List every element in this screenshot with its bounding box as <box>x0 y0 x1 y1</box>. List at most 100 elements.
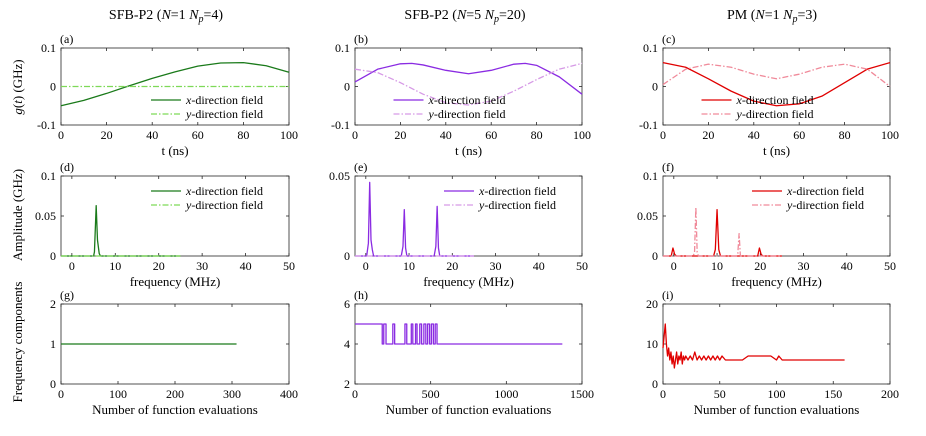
y-tick-label: 0.1 <box>643 169 658 183</box>
x-tick-label: 20 <box>446 259 458 273</box>
x-tick-label: 1000 <box>494 387 518 401</box>
y-tick-label: 6 <box>344 297 350 311</box>
legend-label: x-direction field <box>786 184 864 198</box>
legend-label: y-direction field <box>185 198 263 212</box>
x-tick-label: 40 <box>841 259 853 273</box>
y-tick-label: 0.1 <box>41 169 56 183</box>
series-line-1 <box>61 204 181 257</box>
y-tick-label: 0.05 <box>637 209 658 223</box>
x-tick-label: 0 <box>58 128 64 142</box>
series-line-2 <box>662 63 891 88</box>
y-tick-label: 0 <box>652 377 658 391</box>
x-tick-label: 40 <box>748 128 760 142</box>
panel-label: (c) <box>662 32 675 46</box>
y-tick-label: -0.1 <box>331 118 350 132</box>
x-axis-label: t (ns) <box>763 143 790 158</box>
panel-label: (i) <box>662 288 673 302</box>
x-tick-label: 30 <box>490 259 502 273</box>
legend-label: x-direction field <box>736 93 814 107</box>
panel-label: (f) <box>662 160 674 174</box>
panel-h: 0 500 1000 1500 2 4 6 Number of function evalua… <box>344 288 594 417</box>
x-tick-label: 1500 <box>570 387 594 401</box>
x-tick-label: 50 <box>576 259 588 273</box>
y-tick-label: 0 <box>652 80 658 94</box>
axes-box <box>662 303 891 385</box>
panel-g: 0 100 200 300 400 0 1 2 Number of function evalu… <box>50 288 298 417</box>
panel-c: 0 20 40 60 80 100-0.100.1t (ns)(c)x-direction… <box>639 32 899 158</box>
y-tick-label: -0.1 <box>37 118 56 132</box>
x-tick-label: 80 <box>531 128 543 142</box>
y-tick-label: 0.05 <box>329 169 350 183</box>
x-tick-label: 10 <box>403 259 415 273</box>
column-title-2: SFB-P2 (N=5 Np=20) <box>404 8 526 25</box>
panel-b: 0 20 40 60 80 100-0.100.1t (ns)(b)x-direction… <box>331 32 591 158</box>
y-tick-label: 2 <box>344 377 350 391</box>
x-tick-label: 0 <box>69 259 75 273</box>
x-tick-label: 0 <box>671 259 677 273</box>
x-tick-label: 100 <box>280 128 298 142</box>
x-tick-label: 80 <box>839 128 851 142</box>
panel-a: 0 20 40 60 80 100-0.100.1t (ns)(a)x-direction… <box>37 32 298 158</box>
y-tick-label: 1 <box>50 337 56 351</box>
x-axis-label: frequency (MHz) <box>731 274 822 289</box>
x-tick-label: 20 <box>153 259 165 273</box>
x-tick-label: 500 <box>422 387 440 401</box>
x-tick-label: 20 <box>101 128 113 142</box>
x-tick-label: 150 <box>824 387 842 401</box>
legend-label: y-direction field <box>786 198 864 212</box>
x-tick-label: 100 <box>109 387 127 401</box>
x-tick-label: 0 <box>363 259 369 273</box>
y-tick-label: 20 <box>646 297 658 311</box>
x-tick-label: 80 <box>237 128 249 142</box>
x-tick-label: 40 <box>533 259 545 273</box>
panel-label: (g) <box>60 288 74 302</box>
series-line-1 <box>662 61 891 107</box>
panel-i: 0 50 100 150 200 0 10 20 Number of function eval… <box>646 288 899 417</box>
series-line-2 <box>354 62 583 106</box>
x-tick-label: 40 <box>440 128 452 142</box>
x-tick-label: 200 <box>881 387 899 401</box>
series-line-2 <box>663 206 782 257</box>
panel-label: (a) <box>60 32 73 46</box>
x-tick-label: 10 <box>711 259 723 273</box>
x-tick-label: 20 <box>702 128 714 142</box>
column-title-3: PM (N=1 Np=3) <box>727 8 817 25</box>
x-tick-label: 100 <box>573 128 591 142</box>
x-tick-label: 0 <box>58 387 64 401</box>
panel-label: (e) <box>354 160 367 174</box>
x-tick-label: 30 <box>798 259 810 273</box>
x-tick-label: 50 <box>283 259 295 273</box>
x-axis-label: t (ns) <box>161 143 188 158</box>
series-line-1 <box>355 181 474 257</box>
y-tick-label: 0 <box>50 377 56 391</box>
x-tick-label: 60 <box>485 128 497 142</box>
y-tick-label: -0.1 <box>639 118 658 132</box>
y-tick-label: 0.05 <box>35 209 56 223</box>
x-tick-label: 0 <box>352 387 358 401</box>
x-tick-label: 0 <box>660 128 666 142</box>
x-tick-label: 20 <box>754 259 766 273</box>
legend-label: y-direction field <box>736 107 814 121</box>
x-tick-label: 10 <box>109 259 121 273</box>
legend-label: x-direction field <box>185 184 263 198</box>
x-axis-label: t (ns) <box>455 143 482 158</box>
x-tick-label: 40 <box>146 128 158 142</box>
x-tick-label: 300 <box>223 387 241 401</box>
y-tick-label: 0 <box>344 80 350 94</box>
x-tick-label: 60 <box>793 128 805 142</box>
column-title-1: SFB-P2 (N=1 Np=4) <box>109 8 224 25</box>
legend-label: y-direction field <box>185 107 263 121</box>
x-tick-label: 60 <box>192 128 204 142</box>
legend-label: x-direction field <box>185 93 263 107</box>
y-tick-label: 0 <box>652 249 658 263</box>
y-label-row1: g(t) (GHz) <box>10 59 25 114</box>
x-tick-label: 200 <box>166 387 184 401</box>
panel-d: 0 10 20 30 40 50 0 0.05 0.1 frequency (MHz) (d) x-d… <box>35 160 295 289</box>
x-tick-label: 50 <box>884 259 896 273</box>
x-axis-label: Number of function evaluations <box>92 402 258 417</box>
y-tick-label: 0.1 <box>643 41 658 55</box>
y-tick-label: 0.1 <box>41 41 56 55</box>
